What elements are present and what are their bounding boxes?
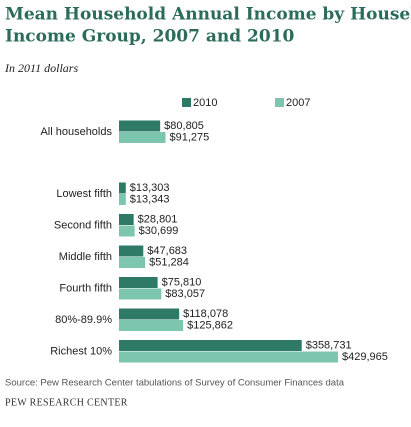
value-label: $125,862	[187, 320, 233, 332]
value-label: $28,801	[138, 214, 178, 226]
y-tick-label: Fourth fifth	[59, 282, 112, 294]
bar	[119, 132, 166, 143]
y-tick-label: Second fifth	[54, 219, 112, 231]
credit: PEW RESEARCH CENTER	[5, 397, 128, 408]
value-label: $429,965	[342, 351, 388, 363]
y-tick-label: 80%-89.9%	[55, 314, 112, 326]
value-label: $75,810	[162, 277, 202, 289]
value-label: $80,805	[164, 120, 204, 132]
legend-swatch	[182, 98, 191, 107]
value-label: $91,275	[169, 132, 209, 144]
source: Source: Pew Research Center tabulations …	[5, 378, 345, 389]
bar	[119, 225, 135, 237]
bar	[119, 320, 184, 331]
y-tick-label: Middle fifth	[59, 251, 112, 263]
bar	[119, 340, 302, 351]
y-tick-label: Richest 10%	[50, 345, 112, 357]
value-label: $47,683	[147, 245, 187, 257]
bar	[119, 277, 158, 288]
bar	[119, 245, 144, 257]
value-label: $13,303	[130, 182, 170, 194]
value-label: $83,057	[165, 288, 205, 300]
chart-title: Income Group, 2007 and 2010	[5, 27, 295, 47]
value-label: $13,343	[130, 194, 170, 206]
chart-title: Mean Household Annual Income by Househol…	[5, 5, 411, 25]
value-label: $51,284	[149, 257, 189, 269]
bar	[119, 308, 180, 320]
bar	[119, 351, 338, 363]
legend-swatch	[275, 98, 284, 107]
value-label: $30,699	[139, 225, 179, 237]
bar	[119, 288, 162, 300]
bar	[119, 120, 161, 132]
value-label: $358,731	[306, 340, 352, 352]
bar	[119, 182, 126, 194]
bar	[119, 194, 126, 205]
value-label: $118,078	[183, 308, 228, 320]
y-tick-label: All households	[40, 126, 112, 138]
legend-label: 2010	[193, 97, 217, 109]
bar	[119, 257, 146, 268]
bar	[119, 214, 134, 225]
y-tick-label: Lowest fifth	[56, 188, 112, 200]
legend-label: 2007	[286, 97, 310, 109]
subtitle: In 2011 dollars	[4, 61, 78, 75]
